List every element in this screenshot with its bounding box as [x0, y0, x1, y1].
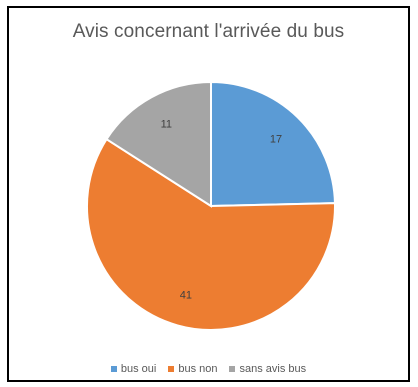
legend-label-bus-non: bus non	[178, 363, 218, 375]
data-label-bus-non: 41	[180, 289, 192, 301]
chart-frame: Avis concernant l'arrivée du bus 17 41 11 …	[7, 6, 410, 382]
pie-slice-bus-non	[86, 137, 336, 331]
legend-swatch-bus-oui	[110, 366, 117, 372]
chart-title: Avis concernant l'arrivée du bus	[72, 21, 345, 42]
legend-label-bus-oui: bus oui	[120, 363, 157, 375]
legend-label-sans-avis-bus: sans avis bus	[239, 363, 307, 375]
pie-slice-sans-avis-bus	[105, 80, 212, 208]
legend-swatch-bus-non	[168, 366, 175, 372]
legend-swatch-sans-avis-bus	[229, 366, 236, 372]
pie-slice-bus-oui	[210, 80, 336, 208]
data-label-sans-avis-bus: 11	[161, 118, 172, 130]
pie-chart: 17 41 11	[86, 80, 336, 331]
legend-item-sans-avis-bus: sans avis bus	[229, 363, 306, 375]
legend-item-bus-oui: bus oui	[110, 363, 157, 375]
legend-item-bus-non: bus non	[168, 363, 217, 375]
data-label-bus-oui: 17	[270, 133, 282, 145]
legend: bus oui bus non sans avis bus	[9, 363, 408, 375]
